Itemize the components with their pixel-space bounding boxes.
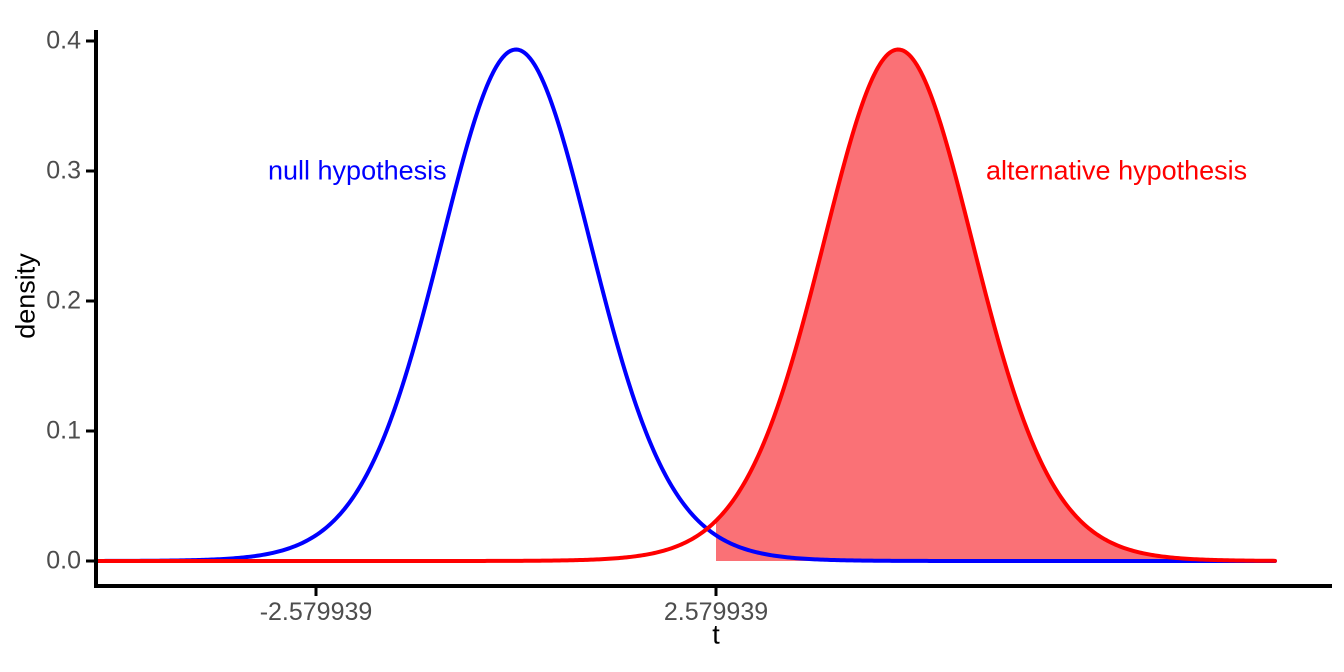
x-tick-label-1: 2.579939 bbox=[663, 598, 769, 626]
alternative-hypothesis-annotation: alternative hypothesis bbox=[986, 155, 1248, 186]
y-tick-label-4: 0.0 bbox=[46, 546, 81, 575]
y-tick-label-0: 0.4 bbox=[46, 26, 81, 55]
null-hypothesis-annotation: null hypothesis bbox=[268, 155, 447, 186]
alternative-hypothesis-curve bbox=[93, 47, 1277, 563]
x-axis-title: t bbox=[712, 619, 720, 650]
y-tick-label-2: 0.2 bbox=[46, 286, 81, 315]
alternative-hypothesis-fill bbox=[716, 49, 1275, 561]
y-axis-ticks bbox=[86, 39, 96, 563]
null-hypothesis-curve bbox=[93, 47, 1277, 563]
y-axis-title: density bbox=[10, 253, 41, 339]
x-tick-label-0: -2.579939 bbox=[259, 598, 373, 626]
y-tick-label-3: 0.1 bbox=[46, 416, 81, 445]
y-tick-label-1: 0.3 bbox=[46, 156, 81, 185]
x-axis-ticks bbox=[314, 586, 718, 596]
